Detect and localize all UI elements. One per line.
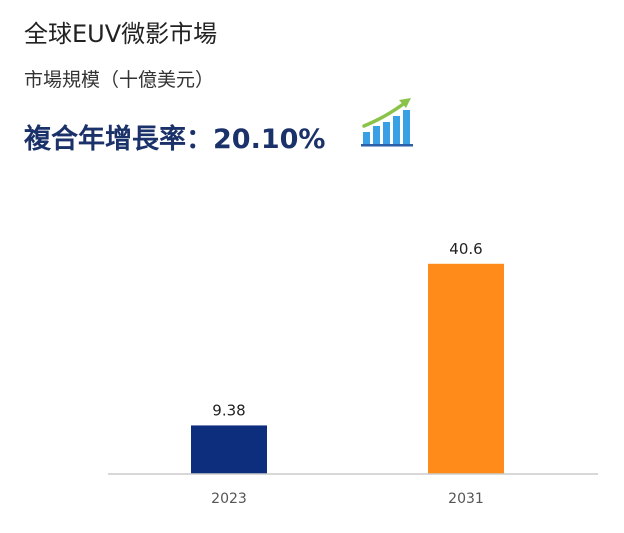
chart-subtitle: 市場規模（十億美元） bbox=[24, 69, 215, 91]
icon-growth-arrow-line bbox=[362, 100, 408, 128]
bar-chart-growth-arrow-icon bbox=[361, 98, 413, 147]
chart-title: 全球EUV微影市場 bbox=[24, 20, 218, 48]
icon-bar-3 bbox=[383, 122, 390, 144]
data-label-2031: 40.6 bbox=[449, 240, 482, 258]
x-tick-label-2023: 2023 bbox=[211, 491, 247, 507]
cagr-text: 複合年增長率：20.10% bbox=[24, 117, 325, 156]
icon-growth-arrow-head bbox=[399, 98, 411, 108]
bar-2031 bbox=[428, 263, 504, 474]
icon-bar-5 bbox=[403, 110, 410, 144]
cagr-label: 複合年增長率： bbox=[24, 124, 213, 155]
data-label-2023: 9.38 bbox=[212, 401, 245, 419]
icon-bar-4 bbox=[393, 116, 400, 144]
icon-baseline bbox=[361, 144, 413, 147]
icon-bar-1 bbox=[363, 132, 370, 144]
icon-bar-2 bbox=[373, 126, 380, 144]
bar-2023 bbox=[191, 425, 267, 474]
x-tick-label-2031: 2031 bbox=[448, 491, 484, 507]
cagr-value: 20.10% bbox=[213, 124, 326, 155]
